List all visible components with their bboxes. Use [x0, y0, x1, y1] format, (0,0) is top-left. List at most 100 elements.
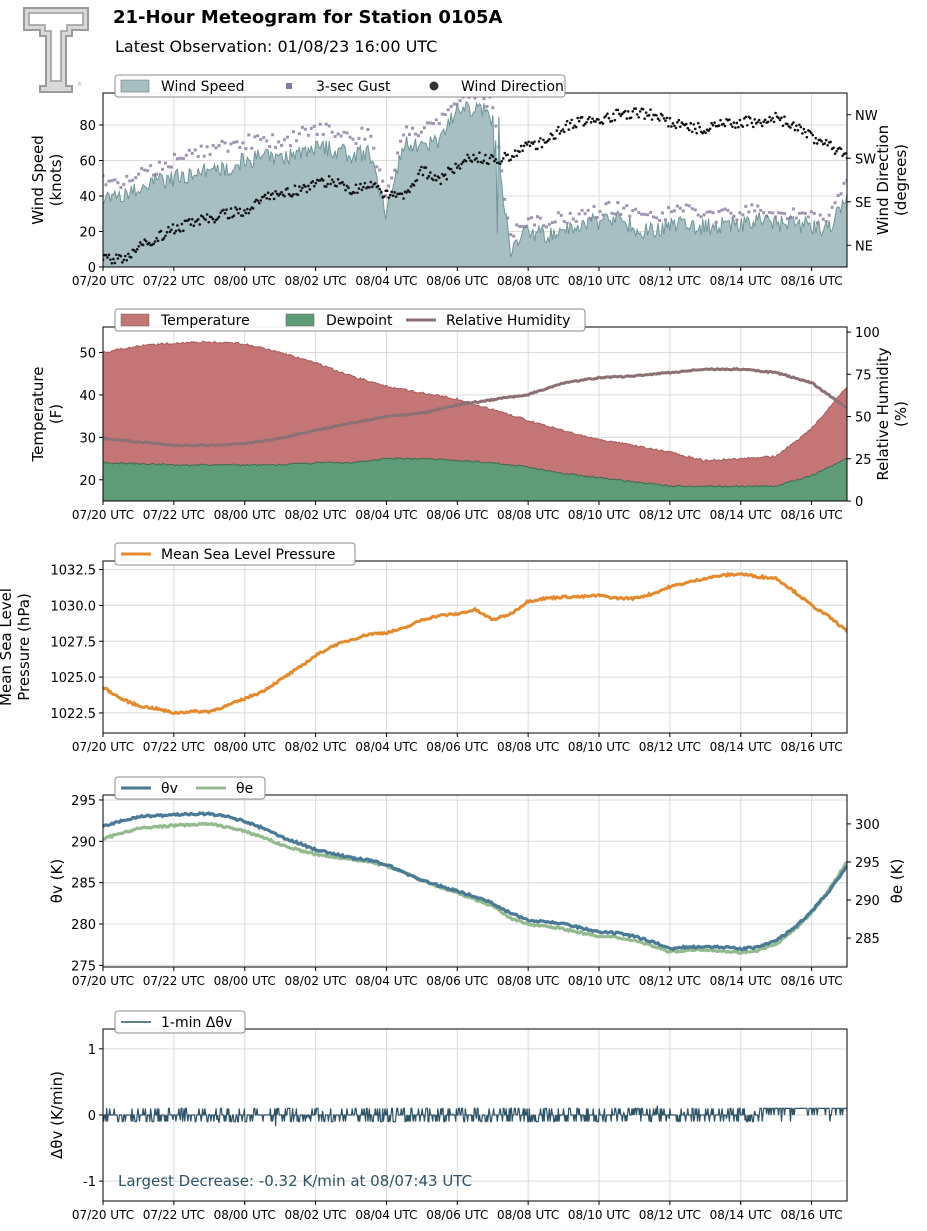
- wind-direction-point: [204, 218, 207, 221]
- gust-point: [321, 132, 325, 136]
- wind-direction-point: [799, 125, 803, 129]
- wind-direction-point: [256, 199, 260, 203]
- wind-direction-point: [777, 116, 780, 120]
- x-tick-label: 07/20 UTC: [72, 974, 134, 988]
- gust-point: [744, 204, 748, 208]
- panel-pressure: 07/20 UTC 07/22 UTC 08/00 UTC 08/02 UTC 08/0…: [0, 542, 848, 754]
- wind-direction-point: [179, 230, 182, 233]
- wind-direction-point: [137, 244, 141, 248]
- wind-direction-point: [353, 191, 356, 195]
- gust-point: [137, 172, 141, 176]
- wind-direction-point: [415, 178, 419, 182]
- gust-point: [714, 220, 718, 224]
- y2-axis-label-line: (%): [892, 401, 910, 427]
- rh-line: [103, 366, 847, 448]
- legend-label: θv: [161, 781, 178, 797]
- wind-direction-point: [234, 206, 237, 209]
- y2-tick-label: NW: [855, 109, 878, 124]
- gust-point: [589, 217, 593, 221]
- wind-direction-point: [246, 207, 249, 211]
- panel-theta: 07/20 UTC 07/22 UTC 08/00 UTC 08/02 UTC 08/0…: [48, 776, 906, 988]
- gust-point: [598, 210, 602, 214]
- gust-point: [741, 213, 745, 217]
- gust-point: [217, 144, 221, 148]
- gust-point: [327, 124, 331, 128]
- wind-direction-point: [143, 238, 146, 241]
- gust-point: [672, 209, 676, 213]
- wind-direction-point: [631, 110, 635, 113]
- gust-point: [396, 151, 400, 155]
- y-axis-label-line: Δθv (K/min): [48, 1071, 66, 1159]
- wind-direction-point: [174, 229, 178, 233]
- wind-direction-point: [708, 127, 712, 131]
- wind-direction-point: [484, 153, 487, 157]
- y-tick-label: 280: [71, 918, 96, 933]
- gust-point: [705, 210, 709, 214]
- wind-direction-point: [673, 124, 676, 128]
- x-tick-label: 08/04 UTC: [355, 974, 417, 988]
- gust-point: [556, 211, 560, 215]
- x-tick-label: 08/02 UTC: [284, 508, 346, 522]
- gust-point: [565, 221, 569, 225]
- gust-point: [449, 104, 453, 108]
- wind-direction-point: [618, 112, 621, 116]
- wind-direction-point: [335, 184, 338, 188]
- wind-direction-point: [737, 125, 740, 129]
- wind-direction-point: [728, 118, 731, 121]
- wind-direction-point: [778, 118, 782, 122]
- x-tick-label: 08/10 UTC: [568, 274, 630, 288]
- gust-point: [678, 206, 682, 210]
- gust-point: [687, 204, 691, 208]
- gust-point: [119, 186, 123, 190]
- wind-direction-point: [577, 119, 581, 123]
- legend-swatch: [286, 83, 292, 89]
- wind-direction-point: [713, 121, 716, 124]
- wind-direction-point: [228, 216, 231, 220]
- y-axis-label-line: Pressure (hPa): [15, 593, 33, 701]
- wind-direction-point: [402, 197, 405, 200]
- wind-direction-point: [824, 138, 828, 142]
- wind-direction-point: [744, 115, 748, 119]
- wind-direction-point: [531, 142, 535, 145]
- x-tick-label: 08/12 UTC: [639, 508, 701, 522]
- gust-point: [125, 174, 129, 178]
- gust-point: [485, 105, 489, 109]
- wind-direction-point: [290, 195, 294, 198]
- panels: 07/20 UTC 07/22 UTC 08/00 UTC 08/02 UTC 08/0…: [0, 74, 910, 1222]
- wind-direction-point: [314, 181, 318, 185]
- wind-direction-point: [554, 137, 557, 140]
- gust-point: [613, 212, 617, 216]
- wind-direction-point: [125, 258, 129, 262]
- gust-point: [214, 146, 218, 150]
- wind-direction-point: [790, 123, 794, 126]
- wind-direction-point: [232, 214, 236, 217]
- y-tick-label: 1030.0: [51, 599, 97, 614]
- wind-direction-point: [769, 119, 773, 122]
- gust-point: [390, 176, 394, 180]
- y2-tick-label: 25: [855, 453, 872, 468]
- wind-direction-point: [537, 140, 541, 143]
- wind-direction-point: [524, 141, 527, 144]
- gust-point: [512, 234, 516, 238]
- plot-area: [103, 1029, 847, 1201]
- panel-temperature: 07/20 UTC 07/22 UTC 08/00 UTC 08/02 UTC 08/0…: [29, 308, 910, 522]
- y-axis-label-line: Temperature: [29, 366, 47, 462]
- theta-v-line: [103, 811, 847, 952]
- gust-point: [244, 146, 248, 150]
- panel-wind: 07/20 UTC 07/22 UTC 08/00 UTC 08/02 UTC 08/0…: [29, 74, 910, 288]
- legend-label: 1-min Δθv: [161, 1015, 232, 1031]
- wind-direction-point: [440, 172, 444, 176]
- wind-direction-point: [298, 185, 301, 188]
- x-tick-label: 08/04 UTC: [355, 508, 417, 522]
- wind-direction-point: [704, 131, 707, 135]
- gust-point: [708, 210, 712, 214]
- x-tick-label: 07/22 UTC: [143, 1208, 205, 1222]
- gust-point: [172, 152, 176, 156]
- wind-direction-point: [661, 114, 664, 117]
- wind-direction-point: [229, 207, 233, 210]
- wind-direction-point: [265, 197, 268, 200]
- gust-point: [515, 223, 519, 227]
- gust-point: [375, 165, 379, 169]
- x-tick-label: 08/06 UTC: [426, 274, 488, 288]
- gust-point: [336, 132, 340, 136]
